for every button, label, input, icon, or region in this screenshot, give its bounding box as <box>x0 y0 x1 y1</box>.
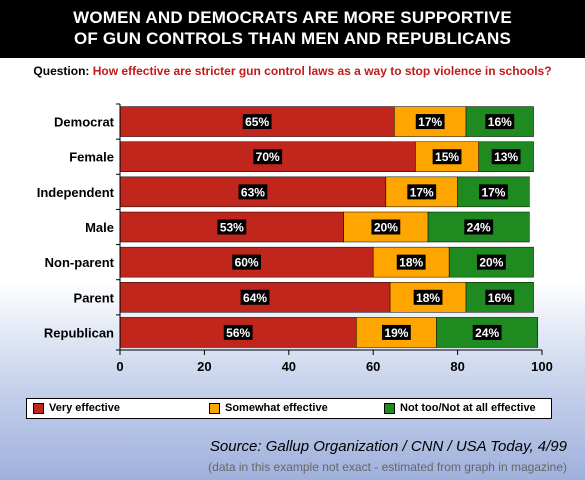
question-label: Question: <box>33 64 90 78</box>
x-tick-label-0: 0 <box>116 359 123 374</box>
chart-title-line-1: WOMEN AND DEMOCRATS ARE MORE SUPPORTIVE <box>73 8 512 27</box>
source-citation: Source: Gallup Organization / CNN / USA … <box>209 438 567 455</box>
data-label-somewhat-effective-non-parent: 18% <box>399 256 423 270</box>
legend-label-somewhat-effective: Somewhat effective <box>225 402 328 414</box>
category-label-male: Male <box>85 220 114 235</box>
data-label-not-too-not-at-all-effective-independent: 17% <box>481 185 505 199</box>
x-tick-label-60: 60 <box>366 359 380 374</box>
data-label-not-too-not-at-all-effective-female: 13% <box>494 150 518 164</box>
data-label-box-somewhat-effective-parent <box>413 289 443 305</box>
stacked-bar-chart: Democrat 65% 17% 16% Female 70% 15% 13% Independ… <box>37 103 553 374</box>
data-label-not-too-not-at-all-effective-republican: 24% <box>475 326 499 340</box>
legend-item-somewhat-effective: Somewhat effective <box>209 402 328 414</box>
data-label-box-not-too-not-at-all-effective-republican <box>472 324 502 340</box>
legend-item-very-effective: Very effective <box>33 402 120 414</box>
category-label-parent: Parent <box>74 290 115 305</box>
data-label-somewhat-effective-republican: 19% <box>384 326 408 340</box>
data-label-box-very-effective-male <box>217 219 247 235</box>
data-label-very-effective-female: 70% <box>256 150 280 164</box>
question: Question: How effective are stricter gun… <box>0 64 585 78</box>
data-label-box-not-too-not-at-all-effective-male <box>464 219 494 235</box>
data-label-somewhat-effective-female: 15% <box>435 150 459 164</box>
data-label-box-not-too-not-at-all-effective-female <box>491 149 521 165</box>
data-label-box-very-effective-parent <box>240 289 270 305</box>
legend-swatch-not-effective <box>384 402 395 414</box>
data-label-not-too-not-at-all-effective-non-parent: 20% <box>479 256 503 270</box>
data-label-box-not-too-not-at-all-effective-independent <box>479 184 508 200</box>
data-label-very-effective-independent: 63% <box>241 185 265 199</box>
category-label-democrat: Democrat <box>54 115 115 130</box>
category-label-republican: Republican <box>44 325 114 340</box>
legend: Very effective Somewhat effective Not to… <box>26 398 552 419</box>
x-tick-label-80: 80 <box>450 359 464 374</box>
data-label-box-very-effective-republican <box>223 324 253 340</box>
data-label-very-effective-democrat: 65% <box>245 115 269 129</box>
legend-swatch-somewhat-effective <box>209 402 220 414</box>
legend-item-not-effective: Not too/Not at all effective <box>384 402 536 414</box>
data-label-somewhat-effective-independent: 17% <box>410 185 434 199</box>
data-label-box-not-too-not-at-all-effective-non-parent <box>476 254 506 270</box>
data-label-box-somewhat-effective-male <box>371 219 401 235</box>
data-label-box-somewhat-effective-independent <box>407 184 437 200</box>
category-label-independent: Independent <box>37 185 115 200</box>
data-label-box-very-effective-democrat <box>242 114 272 130</box>
data-note: (data in this example not exact - estima… <box>208 460 567 474</box>
x-tick-label-40: 40 <box>282 359 296 374</box>
data-label-box-very-effective-female <box>253 149 283 165</box>
data-label-box-somewhat-effective-republican <box>382 324 411 340</box>
x-tick-label-100: 100 <box>531 359 553 374</box>
title-bar: WOMEN AND DEMOCRATS ARE MORE SUPPORTIVE … <box>0 0 585 58</box>
data-label-very-effective-parent: 64% <box>243 291 267 305</box>
data-label-box-not-too-not-at-all-effective-democrat <box>485 114 515 130</box>
data-label-not-too-not-at-all-effective-parent: 16% <box>488 291 512 305</box>
data-label-box-not-too-not-at-all-effective-parent <box>485 289 515 305</box>
legend-label-very-effective: Very effective <box>49 402 120 414</box>
question-text: How effective are stricter gun control l… <box>92 64 552 78</box>
x-tick-label-20: 20 <box>197 359 211 374</box>
data-label-box-very-effective-independent <box>238 184 268 200</box>
category-label-non-parent: Non-parent <box>45 255 115 270</box>
data-label-very-effective-male: 53% <box>220 221 244 235</box>
data-label-very-effective-republican: 56% <box>226 326 250 340</box>
legend-swatch-very-effective <box>33 402 44 414</box>
data-label-somewhat-effective-parent: 18% <box>416 291 440 305</box>
data-label-box-somewhat-effective-democrat <box>415 114 445 130</box>
data-label-box-somewhat-effective-non-parent <box>396 254 426 270</box>
data-label-not-too-not-at-all-effective-male: 24% <box>467 221 491 235</box>
legend-label-not-effective: Not too/Not at all effective <box>400 402 536 414</box>
bar-not-too-not-at-all-effective-republican <box>436 317 539 348</box>
data-label-box-very-effective-non-parent <box>232 254 261 270</box>
data-label-somewhat-effective-male: 20% <box>374 221 398 235</box>
data-label-not-too-not-at-all-effective-democrat: 16% <box>488 115 512 129</box>
data-label-box-somewhat-effective-female <box>432 149 462 165</box>
category-label-female: Female <box>69 150 114 165</box>
data-label-very-effective-non-parent: 60% <box>235 256 259 270</box>
chart-title-line-2: OF GUN CONTROLS THAN MEN AND REPUBLICANS <box>73 29 512 48</box>
data-label-somewhat-effective-democrat: 17% <box>418 115 442 129</box>
